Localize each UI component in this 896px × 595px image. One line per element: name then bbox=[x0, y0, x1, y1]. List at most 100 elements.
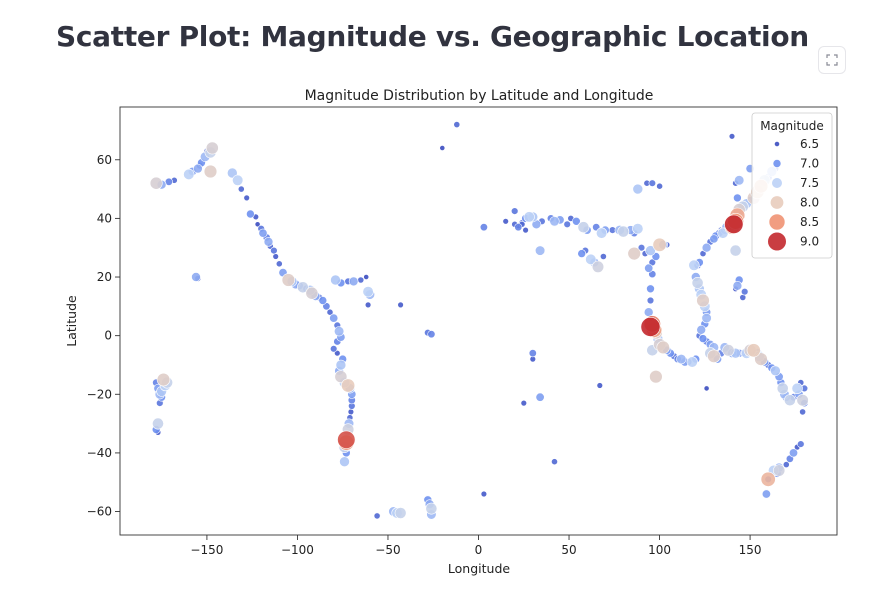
legend-label: 6.5 bbox=[800, 137, 819, 151]
legend-marker bbox=[772, 159, 782, 168]
scatter-point bbox=[549, 216, 560, 227]
scatter-point bbox=[686, 356, 698, 368]
scatter-point bbox=[232, 174, 244, 186]
scatter-point bbox=[701, 313, 712, 324]
scatter-point bbox=[637, 244, 646, 252]
scatter-point bbox=[791, 382, 803, 395]
legend-label: 8.5 bbox=[800, 215, 819, 229]
legend-label: 7.5 bbox=[800, 176, 819, 190]
y-tick-label: 0 bbox=[104, 329, 112, 343]
scatter-point bbox=[696, 325, 707, 335]
scatter-point bbox=[427, 330, 436, 339]
scatter-point bbox=[337, 430, 356, 449]
scatter-point bbox=[600, 253, 607, 260]
x-tick-label: 100 bbox=[648, 543, 671, 557]
scatter-point bbox=[425, 502, 438, 515]
scatter-point bbox=[788, 448, 798, 458]
scatter-point bbox=[617, 225, 630, 238]
scatter-point bbox=[330, 274, 341, 286]
legend-marker bbox=[767, 231, 787, 252]
scatter-point bbox=[691, 276, 704, 289]
scatter-point bbox=[782, 461, 790, 468]
scatter-point bbox=[652, 237, 667, 252]
y-axis: −60 −40 −20 0 20 40 60 bbox=[87, 153, 120, 519]
fullscreen-button[interactable] bbox=[818, 46, 846, 74]
scatter-point bbox=[480, 490, 488, 498]
scatter-point bbox=[363, 274, 370, 280]
scatter-point bbox=[535, 392, 545, 402]
scatter-point bbox=[571, 217, 581, 226]
scatter-point bbox=[330, 345, 338, 353]
scatter-point bbox=[595, 227, 608, 239]
scatter-point bbox=[152, 417, 164, 430]
scatter-point bbox=[632, 223, 644, 235]
y-axis-label: Latitude bbox=[64, 295, 79, 347]
scatter-point bbox=[183, 168, 195, 180]
scatter-point bbox=[348, 276, 359, 287]
scatter-point bbox=[732, 281, 743, 291]
legend-marker bbox=[774, 141, 780, 147]
scatter-point bbox=[275, 260, 283, 268]
scatter-point bbox=[734, 175, 745, 186]
y-tick-label: −60 bbox=[87, 505, 112, 519]
scatter-point bbox=[596, 382, 603, 389]
legend-title: Magnitude bbox=[760, 119, 824, 133]
scatter-point bbox=[656, 340, 670, 355]
scatter-point bbox=[263, 237, 274, 247]
scatter-point bbox=[453, 121, 461, 128]
scatter-point bbox=[397, 301, 404, 309]
scatter-point bbox=[272, 253, 279, 260]
scatter-point bbox=[740, 288, 749, 296]
scatter-point bbox=[688, 259, 700, 271]
legend-marker bbox=[769, 195, 784, 210]
scatter-point bbox=[520, 399, 527, 407]
scatter-point bbox=[511, 207, 519, 215]
legend-box bbox=[751, 112, 833, 259]
scatter-point bbox=[357, 276, 365, 284]
x-tick-label: −100 bbox=[281, 543, 314, 557]
scatter-point bbox=[296, 281, 309, 294]
scatter-point bbox=[645, 245, 656, 256]
scatter-point bbox=[729, 244, 742, 257]
scatter-point bbox=[305, 286, 319, 300]
scatter-point bbox=[696, 293, 710, 308]
scatter-point bbox=[707, 349, 721, 363]
x-tick-label: 150 bbox=[739, 543, 762, 557]
scatter-point bbox=[193, 163, 203, 174]
legend-label: 7.0 bbox=[800, 157, 819, 171]
scatter-point bbox=[258, 228, 268, 238]
points-layer bbox=[149, 121, 809, 520]
scatter-point bbox=[585, 253, 597, 265]
scatter-point bbox=[676, 354, 687, 365]
scatter-point bbox=[772, 464, 786, 477]
scatter-point bbox=[591, 260, 605, 273]
scatter-point bbox=[237, 185, 245, 193]
legend-marker bbox=[768, 213, 786, 231]
scatter-chart: Magnitude Distribution by Latitude and L… bbox=[64, 88, 838, 576]
scatter-point bbox=[761, 489, 771, 499]
scatter-point bbox=[528, 349, 537, 358]
scatter-point bbox=[341, 378, 356, 393]
y-tick-label: −40 bbox=[87, 446, 112, 460]
scatter-point bbox=[246, 209, 255, 219]
scatter-point bbox=[746, 343, 761, 358]
scatter-point bbox=[770, 365, 781, 377]
scatter-point bbox=[577, 249, 587, 258]
scatter-point bbox=[227, 167, 238, 179]
scatter-point bbox=[364, 301, 372, 309]
legend: Magnitude 6.5 7.0 7.5 8.0 8.5 9.0 bbox=[751, 112, 833, 259]
scatter-point bbox=[362, 286, 374, 298]
scatter-point bbox=[577, 221, 590, 234]
x-tick-label: −50 bbox=[375, 543, 400, 557]
x-axis-label: Longitude bbox=[448, 561, 510, 576]
scatter-point bbox=[439, 145, 446, 151]
scatter-point bbox=[701, 242, 712, 253]
scatter-point bbox=[703, 385, 710, 392]
y-tick-label: 20 bbox=[97, 270, 112, 284]
scatter-point bbox=[502, 218, 509, 225]
chart-container: Magnitude Distribution by Latitude and L… bbox=[0, 80, 896, 590]
legend-marker bbox=[771, 177, 783, 189]
scatter-point bbox=[799, 408, 806, 416]
scatter-point bbox=[334, 326, 345, 337]
scatter-point bbox=[776, 382, 789, 395]
